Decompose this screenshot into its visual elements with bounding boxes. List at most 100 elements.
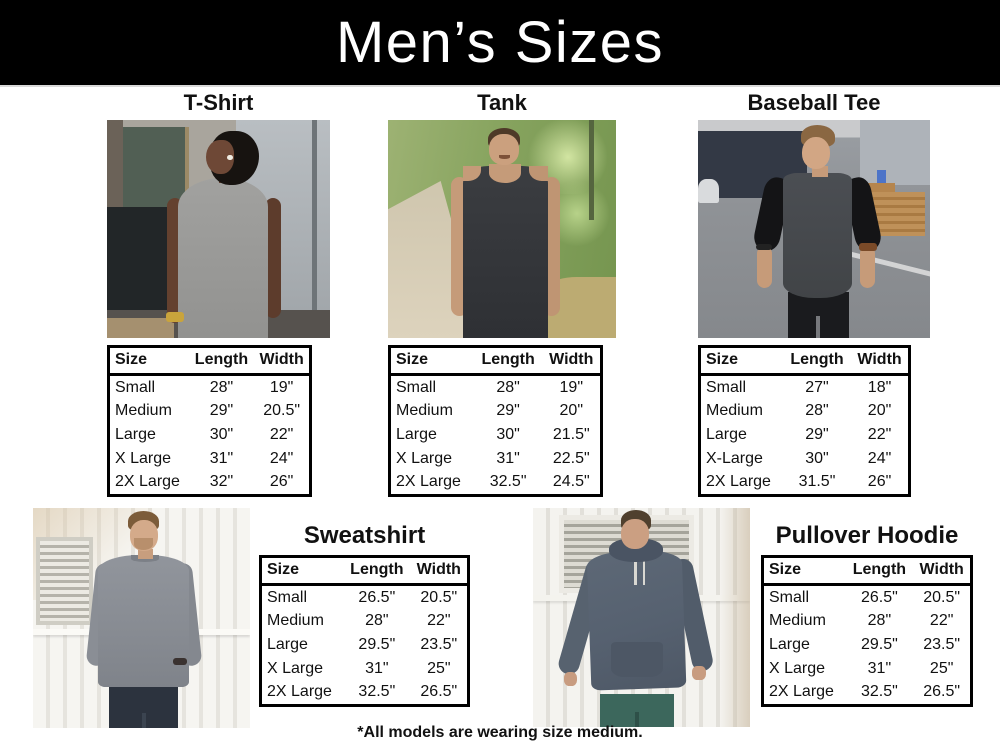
table-cell: 28" — [867, 612, 892, 630]
column-header: Size — [389, 346, 474, 376]
table-cell: 22" — [269, 425, 294, 443]
table-cell: 29" — [496, 402, 520, 420]
section-tank: Tank Size Length Width Small 28" 19" Medium 29"… — [388, 90, 616, 497]
sweatshirt-info-column: Sweatshirt Size Length Width Small 26.5" 20.5… — [259, 523, 470, 707]
model-arm-left — [265, 198, 281, 319]
background-warm-shadow — [719, 508, 750, 727]
sweatshirt-size-table: Size Length Width Small 26.5" 20.5" Medium 28" 2… — [259, 555, 470, 707]
table-cell: 19" — [269, 378, 294, 396]
background-building-edge — [312, 120, 317, 310]
table-cell: 27" — [805, 378, 829, 396]
background-gray-wall — [860, 120, 930, 186]
table-row: Large 29.5" 23.5" — [763, 633, 972, 657]
table-row: X Large 31" 25" — [763, 657, 972, 681]
table-cell: Small — [115, 378, 156, 396]
table-cell: Small — [396, 378, 437, 396]
table-cell: Large — [396, 425, 437, 443]
table-cell: 26.5" — [923, 683, 961, 701]
model-face — [802, 137, 831, 170]
table-cell: 25" — [929, 659, 954, 677]
garment-collar — [130, 555, 159, 562]
table-cell: 2X Large — [396, 473, 461, 491]
table-cell: 31.5" — [798, 473, 836, 491]
tank-size-table: Size Length Width Small 28" 19" Medium 29" 20" La… — [388, 345, 603, 497]
table-row: X Large 31" 24" — [109, 447, 311, 471]
garment-baseball-tee-body — [782, 173, 853, 298]
table-row: Small 27" 18" — [700, 374, 910, 399]
table-row: Large 29.5" 23.5" — [261, 633, 469, 657]
table-row: Medium 29" 20" — [390, 399, 602, 423]
garment-black-tank — [463, 165, 548, 338]
table-cell: 28" — [496, 378, 520, 396]
table-row: X Large 31" 22.5" — [390, 447, 602, 471]
table-cell: 29" — [805, 425, 829, 443]
table-cell: 22.5" — [552, 449, 590, 467]
table-cell: 24" — [269, 449, 294, 467]
background-white-car — [698, 178, 719, 203]
table-header-row: Size Length Width — [389, 346, 602, 376]
table-row: Large 30" 21.5" — [390, 423, 602, 447]
table-header-row: Size Length Width — [762, 556, 972, 586]
table-cell: Small — [706, 378, 747, 396]
table-cell: 29.5" — [860, 635, 898, 653]
table-cell: 29" — [209, 402, 234, 420]
table-cell: 28" — [365, 612, 389, 630]
table-cell: 30" — [496, 425, 520, 443]
table-row: 2X Large 32.5" 26.5" — [261, 680, 469, 705]
table-cell: 20" — [867, 402, 892, 420]
model-face — [620, 518, 650, 549]
table-cell: Large — [115, 425, 156, 443]
table-cell: X Large — [769, 659, 826, 677]
hoodie-size-table: Size Length Width Small 26.5" 20.5" Medium 28" 2… — [761, 555, 973, 707]
table-cell: Large — [706, 425, 747, 443]
column-header: Width — [254, 346, 311, 376]
model-chest — [489, 163, 522, 184]
table-row: Small 26.5" 20.5" — [261, 584, 469, 609]
model-watch — [172, 657, 188, 666]
table-cell: 26" — [867, 473, 892, 491]
table-cell: X Large — [396, 449, 453, 467]
model-forearm-left — [860, 246, 876, 288]
table-cell: 29.5" — [358, 635, 396, 653]
garment-gray-tshirt — [178, 177, 268, 338]
table-cell: 24" — [867, 449, 892, 467]
table-cell: 2X Large — [267, 683, 332, 701]
table-cell: 22" — [867, 425, 892, 443]
table-row: 2X Large 31.5" 26" — [700, 470, 910, 495]
column-header: Size — [762, 556, 846, 586]
table-cell: 24.5" — [552, 473, 590, 491]
section-title-tank: Tank — [477, 90, 527, 115]
table-cell: Large — [769, 635, 810, 653]
table-cell: 20" — [559, 402, 583, 420]
tshirt-model-photo — [107, 120, 330, 338]
table-cell: X Large — [115, 449, 172, 467]
table-cell: 23.5" — [420, 635, 458, 653]
model-legs-gap — [816, 316, 821, 338]
table-cell: Medium — [115, 402, 172, 420]
table-cell: 26.5" — [420, 683, 458, 701]
model-earring — [227, 154, 233, 161]
garment-kangaroo-pocket — [611, 641, 664, 677]
table-row: Small 28" 19" — [109, 374, 311, 399]
hoodie-info-column: Pullover Hoodie Size Length Width Small 26.5… — [761, 523, 973, 707]
table-cell: 19" — [559, 378, 583, 396]
column-header: Width — [410, 556, 469, 586]
model-bracelet — [756, 244, 773, 250]
table-header-row: Size Length Width — [108, 346, 311, 376]
table-row: 2X Large 32.5" 26.5" — [763, 680, 972, 705]
section-title-pullover-hoodie: Pullover Hoodie — [775, 522, 959, 549]
section-title-sweatshirt: Sweatshirt — [303, 522, 426, 549]
section-pullover-hoodie: Pullover Hoodie Size Length Width Small 26.5… — [533, 508, 973, 738]
table-header-row: Size Length Width — [260, 556, 469, 586]
model-hand-right — [564, 672, 578, 687]
table-header-row: Size Length Width — [699, 346, 910, 376]
table-cell: 25" — [427, 659, 451, 677]
table-row: Large 30" 22" — [109, 423, 311, 447]
column-header: Size — [260, 556, 344, 586]
model-face — [129, 520, 158, 551]
table-cell: 30" — [209, 425, 234, 443]
table-cell: 2X Large — [706, 473, 771, 491]
model-shoulder-left — [529, 165, 548, 182]
garment-drawstring-right — [642, 558, 646, 585]
model-gold-watch — [166, 311, 184, 322]
